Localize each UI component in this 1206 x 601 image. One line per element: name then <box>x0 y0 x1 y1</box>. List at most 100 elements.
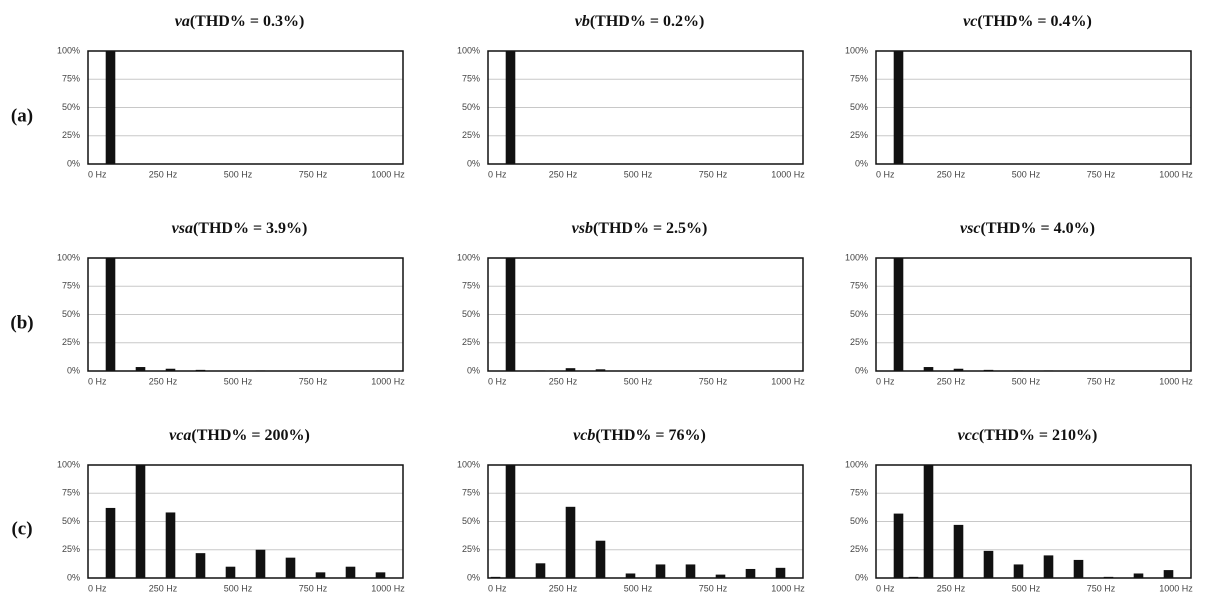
bar <box>953 524 964 578</box>
x-tick-label: 1000 Hz <box>371 376 405 386</box>
x-tick-label: 750 Hz <box>1087 376 1116 386</box>
x-tick-label: 0 Hz <box>88 583 107 593</box>
bar <box>225 566 236 578</box>
y-tick-label: 100% <box>845 45 868 55</box>
x-tick-label: 1000 Hz <box>1159 169 1193 179</box>
y-tick-label: 50% <box>850 516 868 526</box>
x-tick-label: 250 Hz <box>549 169 578 179</box>
x-tick-label: 0 Hz <box>876 376 895 386</box>
bar <box>1163 570 1174 578</box>
bar <box>195 369 206 371</box>
bar <box>255 549 266 578</box>
title-text: (THD% = 4.0%) <box>980 220 1094 237</box>
y-tick-label: 75% <box>62 281 80 291</box>
bar <box>105 51 116 164</box>
y-tick-label: 25% <box>462 544 480 554</box>
y-tick-label: 100% <box>457 45 480 55</box>
bar <box>655 564 666 578</box>
x-tick-label: 750 Hz <box>699 169 728 179</box>
y-tick-label: 50% <box>62 309 80 319</box>
x-tick-label: 750 Hz <box>1087 169 1116 179</box>
chart-title: vcc(THD% = 210%) <box>958 427 1098 444</box>
title-symbol: vsb <box>572 220 593 237</box>
bar <box>195 553 206 578</box>
bar <box>255 370 266 371</box>
y-tick-label: 0% <box>855 572 868 582</box>
y-tick-label: 100% <box>845 252 868 262</box>
y-tick-label: 50% <box>462 516 480 526</box>
bar <box>1133 573 1144 578</box>
x-tick-label: 0 Hz <box>88 376 107 386</box>
x-tick-label: 500 Hz <box>1012 376 1041 386</box>
y-tick-label: 100% <box>57 252 80 262</box>
x-tick-label: 500 Hz <box>1012 583 1041 593</box>
y-tick-label: 0% <box>67 572 80 582</box>
bar <box>565 368 576 371</box>
x-tick-label: 750 Hz <box>299 583 328 593</box>
y-tick-label: 50% <box>62 102 80 112</box>
y-tick-label: 50% <box>850 309 868 319</box>
title-text: (THD% = 210%) <box>979 427 1097 444</box>
x-tick-label: 250 Hz <box>549 583 578 593</box>
plot-frame <box>87 464 404 579</box>
title-symbol: vca <box>169 427 191 444</box>
x-tick-label: 500 Hz <box>224 376 253 386</box>
y-tick-label: 75% <box>850 281 868 291</box>
x-tick-label: 250 Hz <box>149 583 178 593</box>
y-tick-label: 75% <box>462 488 480 498</box>
bar <box>565 506 576 578</box>
bar <box>135 367 146 371</box>
x-tick-label: 500 Hz <box>1012 169 1041 179</box>
x-tick-label: 1000 Hz <box>1159 583 1193 593</box>
bar <box>715 574 726 578</box>
y-tick-label: 100% <box>57 45 80 55</box>
x-tick-label: 250 Hz <box>937 583 966 593</box>
x-tick-label: 0 Hz <box>488 376 507 386</box>
y-tick-label: 75% <box>462 281 480 291</box>
y-tick-label: 50% <box>850 102 868 112</box>
bar <box>685 564 696 578</box>
bar <box>625 573 636 578</box>
bar <box>535 370 546 371</box>
chart-title: vc(THD% = 0.4%) <box>963 13 1092 30</box>
title-text: (THD% = 3.9%) <box>193 220 307 237</box>
x-tick-label: 750 Hz <box>1087 583 1116 593</box>
x-tick-label: 750 Hz <box>699 376 728 386</box>
y-tick-label: 100% <box>57 459 80 469</box>
title-symbol: vc <box>963 13 977 30</box>
y-tick-label: 50% <box>62 516 80 526</box>
bar <box>505 258 516 371</box>
x-tick-label: 1000 Hz <box>1159 376 1193 386</box>
x-tick-label: 250 Hz <box>149 169 178 179</box>
bar <box>165 512 176 578</box>
x-tick-label: 0 Hz <box>488 169 507 179</box>
bar <box>490 576 501 578</box>
plot-frame <box>875 50 1192 165</box>
title-symbol: vsc <box>960 220 980 237</box>
chart-title: vsc(THD% = 4.0%) <box>960 220 1095 237</box>
plot-frame <box>487 464 804 579</box>
x-tick-label: 500 Hz <box>624 583 653 593</box>
chart-title: vb(THD% = 0.2%) <box>575 13 705 30</box>
bar <box>1013 564 1024 578</box>
x-tick-label: 750 Hz <box>699 583 728 593</box>
bar <box>923 367 934 371</box>
y-tick-label: 75% <box>850 74 868 84</box>
y-tick-label: 0% <box>855 365 868 375</box>
x-tick-label: 0 Hz <box>488 583 507 593</box>
plot-frame <box>87 50 404 165</box>
title-text: (THD% = 2.5%) <box>593 220 707 237</box>
bar <box>1043 555 1054 578</box>
chart-title: vca(THD% = 200%) <box>169 427 310 444</box>
bar <box>505 51 516 164</box>
x-tick-label: 0 Hz <box>88 169 107 179</box>
bar <box>745 568 756 578</box>
bar <box>375 572 386 578</box>
bar <box>923 465 934 578</box>
x-tick-label: 1000 Hz <box>771 169 805 179</box>
bar <box>893 258 904 371</box>
title-text: (THD% = 200%) <box>191 427 309 444</box>
chart-title: va(THD% = 0.3%) <box>175 13 305 30</box>
row-label: (c) <box>11 518 32 539</box>
bar <box>893 513 904 578</box>
